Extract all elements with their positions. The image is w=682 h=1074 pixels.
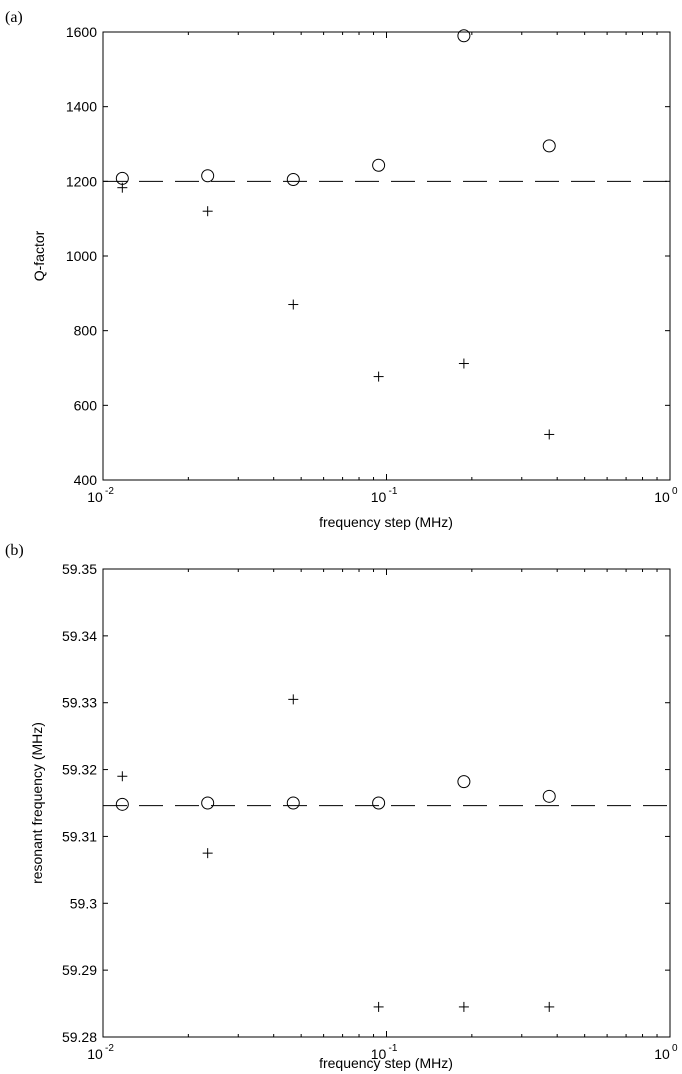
panel-b-x-tick-label-exponent: -1 — [389, 1043, 398, 1054]
panel-a-y-tick-label: 1200 — [66, 173, 97, 189]
panel-a-y-tick-label: 1400 — [66, 99, 97, 115]
panel-b-plus-point — [544, 1001, 555, 1012]
panel-b-ticks: 59.28 59.29 59.3 59.31 59.32 59.33 59.34 59.35 1… — [62, 561, 678, 1062]
panel-a-label: (a) — [5, 9, 23, 26]
panel-b-plus-point — [373, 1001, 384, 1012]
panel-a-x-axis-title: frequency step (MHz) — [319, 514, 453, 530]
panel-a-x-tick-label-base: 10 — [371, 489, 387, 505]
panel-a-x-tick-label-base: 10 — [87, 489, 103, 505]
panel-a-y-tick-label: 400 — [74, 472, 98, 488]
panel-a-plus-point — [373, 371, 384, 382]
panel-a-circle-point — [457, 29, 471, 43]
panel-a-y-tick-label: 1000 — [66, 248, 97, 264]
panel-b-y-tick-label: 59.31 — [62, 828, 97, 844]
panel-a-plus-point — [117, 182, 128, 193]
panel-a-plus-point — [458, 358, 469, 369]
panel-b-plus-point — [458, 1001, 469, 1012]
panel-a-circle-point — [286, 172, 300, 186]
panel-b-circle-point — [542, 789, 556, 803]
panel-a-plus-point — [202, 206, 213, 217]
panel-b-x-axis-title: frequency step (MHz) — [319, 1055, 453, 1071]
panel-a-circle-point — [115, 171, 129, 185]
panel-a-circle-point — [542, 139, 556, 153]
panel-a-x-tick-label-exponent: 0 — [672, 486, 678, 497]
panel-a-marks — [115, 29, 556, 440]
panel-b-x-tick-label-base: 10 — [371, 1046, 387, 1062]
panel-b-y-tick-label: 59.33 — [62, 695, 97, 711]
panel-a-plus-point — [288, 299, 299, 310]
panel-b-y-axis-title: resonant frequency (MHz) — [29, 722, 45, 884]
panel-b-marks — [115, 694, 556, 1012]
panel-a-circle-point — [201, 169, 215, 183]
panel-b-x-tick-label-exponent: -2 — [105, 1043, 114, 1054]
panel-a-y-tick-label: 800 — [74, 323, 98, 339]
panel-b-circle-point — [201, 796, 215, 810]
panel-a-y-tick-label: 1600 — [66, 24, 97, 40]
panel-b-plus-point — [117, 771, 128, 782]
panel-a-circle-point — [372, 158, 386, 172]
panel-b-y-tick-label: 59.29 — [62, 962, 97, 978]
panel-a-frame — [102, 31, 671, 481]
panel-b-circle-point — [286, 796, 300, 810]
panel-b-circle-point — [372, 796, 386, 810]
panel-b-y-tick-label: 59.32 — [62, 762, 97, 778]
panel-b-y-tick-label: 59.28 — [62, 1029, 97, 1045]
panel-b-y-tick-label: 59.35 — [62, 561, 97, 577]
panel-b: (b) 59.2859.2959.359.3159.3259.3359.3459… — [5, 542, 678, 1071]
panel-a-x-tick-label-base: 10 — [654, 489, 670, 505]
panel-b-x-tick-label-exponent: 0 — [672, 1043, 678, 1054]
panel-b-circle-point — [457, 775, 471, 789]
panel-b-label: (b) — [5, 542, 24, 559]
panel-b-circle-point — [115, 797, 129, 811]
panel-b-x-tick-label-base: 10 — [654, 1046, 670, 1062]
panel-a-plus-point — [544, 429, 555, 440]
panel-a-y-axis-title: Q-factor — [31, 230, 47, 281]
panel-a-y-tick-label: 600 — [74, 397, 98, 413]
panel-b-y-tick-label: 59.34 — [62, 628, 97, 644]
panel-b-x-tick-label-base: 10 — [87, 1046, 103, 1062]
panel-b-plus-point — [202, 848, 213, 859]
panel-a-x-tick-label-exponent: -1 — [389, 486, 398, 497]
panel-b-y-tick-label: 59.3 — [70, 895, 97, 911]
panel-b-frame — [102, 568, 671, 1038]
panel-a-x-tick-label-exponent: -2 — [105, 486, 114, 497]
panel-b-plus-point — [288, 694, 299, 705]
